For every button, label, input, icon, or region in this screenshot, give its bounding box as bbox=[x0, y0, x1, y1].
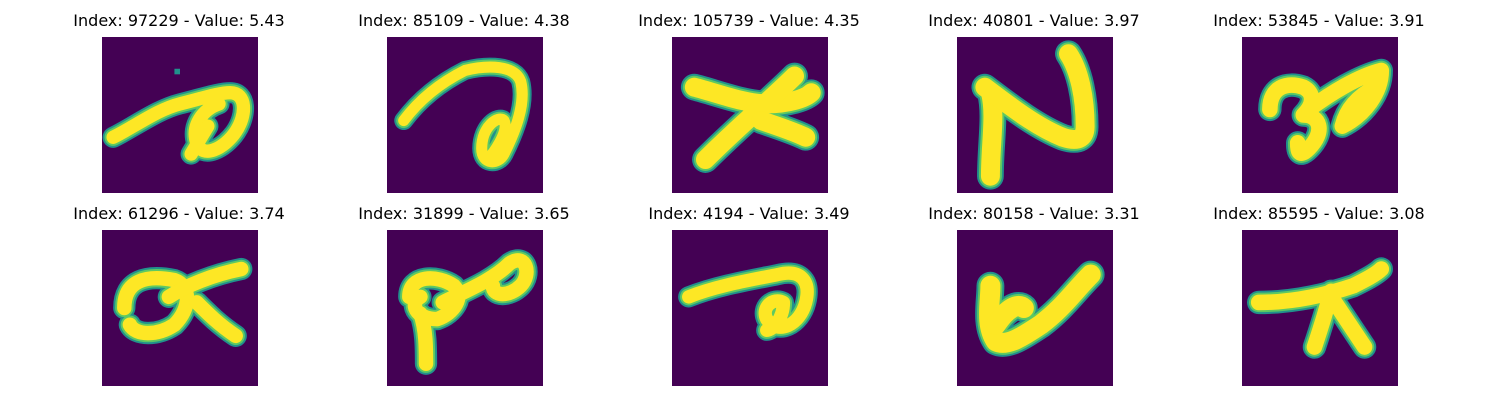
handwritten-stroke bbox=[184, 119, 215, 161]
panel-title: Index: 80158 - Value: 3.31 bbox=[928, 204, 1140, 223]
handwritten-stroke bbox=[413, 306, 434, 371]
handwritten-stroke bbox=[1323, 289, 1373, 355]
image-panel: Index: 61296 - Value: 3.74 bbox=[59, 204, 299, 386]
handwritten-stroke bbox=[695, 66, 805, 170]
handwritten-stroke bbox=[751, 111, 816, 147]
handwritten-stroke bbox=[1301, 62, 1390, 134]
handwritten-stroke bbox=[985, 296, 1034, 335]
handwritten-stroke bbox=[980, 83, 1003, 186]
image-panel: Index: 31899 - Value: 3.65 bbox=[344, 204, 584, 386]
handwritten-stroke bbox=[161, 261, 249, 305]
image-background bbox=[102, 37, 258, 193]
panel-title: Index: 61296 - Value: 3.74 bbox=[73, 204, 285, 223]
image-panel: Index: 85109 - Value: 4.38 bbox=[344, 11, 584, 193]
image-panel: Index: 85595 - Value: 3.08 bbox=[1199, 204, 1439, 386]
image-panel: Index: 4194 - Value: 3.49 bbox=[629, 204, 869, 386]
handwritten-stroke bbox=[975, 44, 1095, 149]
handwritten-stroke bbox=[117, 270, 195, 341]
panel-title: Index: 4194 - Value: 3.49 bbox=[648, 204, 850, 223]
digit-image bbox=[672, 37, 828, 193]
panel-title: Index: 97229 - Value: 5.43 bbox=[73, 11, 285, 30]
handwritten-stroke bbox=[1262, 77, 1327, 161]
digit-image bbox=[672, 230, 828, 386]
digit-image bbox=[387, 37, 543, 193]
digit-image bbox=[1242, 37, 1398, 193]
handwritten-stroke bbox=[189, 295, 243, 344]
panel-title: Index: 85109 - Value: 4.38 bbox=[358, 11, 570, 30]
panel-title: Index: 31899 - Value: 3.65 bbox=[358, 204, 570, 223]
handwritten-stroke bbox=[1250, 261, 1390, 311]
handwritten-stroke bbox=[435, 253, 534, 310]
handwritten-stroke bbox=[979, 264, 1101, 353]
digit-image bbox=[387, 230, 543, 386]
digit-image bbox=[957, 230, 1113, 386]
digit-image bbox=[957, 37, 1113, 193]
image-panel: Index: 80158 - Value: 3.31 bbox=[914, 204, 1154, 386]
digit-image bbox=[102, 230, 258, 386]
panel-title: Index: 105739 - Value: 4.35 bbox=[638, 11, 860, 30]
image-panel: Index: 53845 - Value: 3.91 bbox=[1199, 11, 1439, 193]
panel-title: Index: 85595 - Value: 3.08 bbox=[1213, 204, 1425, 223]
handwritten-stroke bbox=[398, 61, 528, 168]
image-panel: Index: 105739 - Value: 4.35 bbox=[629, 11, 869, 193]
digit-image bbox=[102, 37, 258, 193]
image-panel: Index: 97229 - Value: 5.43 bbox=[59, 11, 299, 193]
handwritten-stroke bbox=[682, 266, 814, 337]
stray-pixel bbox=[174, 68, 180, 75]
panel-title: Index: 53845 - Value: 3.91 bbox=[1213, 11, 1425, 30]
image-panel: Index: 40801 - Value: 3.97 bbox=[914, 11, 1154, 193]
panel-title: Index: 40801 - Value: 3.97 bbox=[928, 11, 1140, 30]
digit-image bbox=[1242, 230, 1398, 386]
